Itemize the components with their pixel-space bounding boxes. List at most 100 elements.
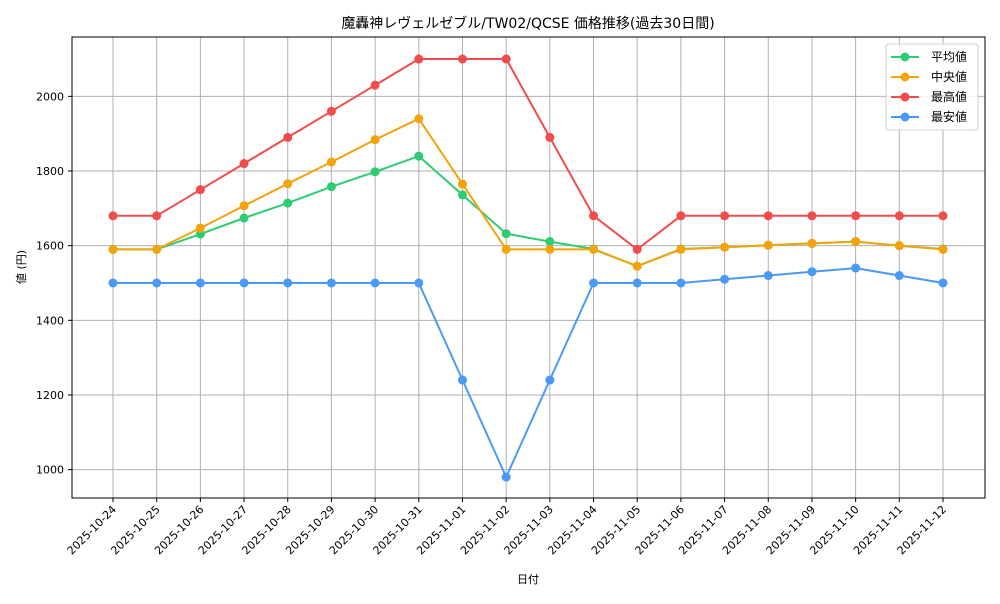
data-point: [807, 211, 817, 221]
plot-frame: [71, 36, 986, 499]
data-point: [152, 211, 162, 221]
data-point: [589, 211, 599, 221]
series-line: [113, 58, 943, 251]
legend-marker-icon: [900, 72, 910, 82]
data-point: [370, 167, 380, 177]
series-2: [108, 54, 948, 254]
data-point: [501, 244, 511, 254]
data-point: [283, 278, 293, 288]
legend-item: 最安値: [891, 109, 967, 124]
data-point: [851, 211, 861, 221]
data-point: [501, 472, 511, 482]
series-line: [113, 117, 944, 268]
data-point: [589, 244, 599, 254]
data-point: [239, 201, 249, 211]
data-point: [370, 278, 380, 288]
data-point: [152, 244, 162, 254]
data-point: [326, 157, 336, 167]
data-point: [283, 132, 293, 142]
data-point: [457, 190, 467, 200]
legend-item: 最高値: [891, 89, 967, 104]
series-layer: [108, 54, 948, 482]
data-point: [457, 179, 467, 189]
y-tick-label: 1800: [36, 165, 64, 178]
data-point: [414, 54, 424, 64]
data-point: [457, 375, 467, 385]
data-point: [152, 278, 162, 288]
y-axis-label: 値 (円): [15, 250, 28, 284]
x-axis: 2025-10-242025-10-252025-10-262025-10-27…: [65, 498, 949, 557]
data-point: [414, 151, 424, 161]
data-point: [239, 159, 249, 169]
data-point: [457, 54, 467, 64]
data-point: [326, 278, 336, 288]
data-point: [589, 278, 599, 288]
legend-label: 中央値: [931, 69, 967, 84]
data-point: [807, 267, 817, 277]
data-point: [283, 198, 293, 208]
data-point: [195, 185, 205, 195]
data-point: [370, 80, 380, 90]
data-point: [108, 278, 118, 288]
x-axis-label: 日付: [517, 573, 539, 586]
data-point: [108, 244, 118, 254]
legend-marker-icon: [900, 112, 910, 122]
y-axis: 1000 1200 1400 1600 1800 2000: [36, 90, 72, 477]
data-point: [851, 237, 861, 247]
data-point: [676, 244, 686, 254]
data-point: [195, 278, 205, 288]
data-point: [195, 223, 205, 233]
legend-label: 最安値: [931, 109, 967, 124]
data-point: [763, 271, 773, 281]
data-point: [720, 274, 730, 284]
data-point: [763, 240, 773, 250]
y-tick-label: 1200: [36, 389, 64, 402]
data-point: [108, 211, 118, 221]
data-point: [894, 241, 904, 251]
data-point: [894, 211, 904, 221]
legend-marker-icon: [900, 52, 910, 62]
series-3: [108, 263, 948, 482]
data-point: [414, 278, 424, 288]
data-point: [239, 278, 249, 288]
data-point: [545, 375, 555, 385]
data-point: [545, 132, 555, 142]
y-tick-label: 1000: [36, 464, 64, 477]
y-tick-label: 2000: [36, 90, 64, 103]
legend-marker-icon: [900, 92, 910, 102]
y-tick-label: 1400: [36, 314, 64, 327]
series-1: [108, 114, 948, 271]
data-point: [283, 179, 293, 189]
data-point: [763, 211, 773, 221]
data-point: [807, 238, 817, 248]
data-point: [720, 211, 730, 221]
data-point: [676, 211, 686, 221]
legend-box: [885, 43, 979, 131]
chart-title: 魔轟神レヴェルゼブル/TW02/QCSE 価格推移(過去30日間): [341, 15, 714, 32]
legend-item: 平均値: [891, 49, 967, 64]
data-point: [326, 106, 336, 116]
legend-label: 最高値: [931, 89, 967, 104]
data-point: [676, 278, 686, 288]
data-point: [501, 229, 511, 239]
data-point: [938, 244, 948, 254]
data-point: [545, 244, 555, 254]
data-point: [632, 278, 642, 288]
data-point: [894, 271, 904, 281]
data-point: [851, 263, 861, 273]
y-tick-label: 1600: [36, 240, 64, 253]
data-point: [545, 237, 555, 247]
data-point: [326, 182, 336, 192]
data-point: [720, 242, 730, 252]
data-point: [632, 244, 642, 254]
data-point: [414, 114, 424, 124]
data-point: [501, 54, 511, 64]
data-point: [938, 211, 948, 221]
legend-item: 中央値: [891, 69, 967, 84]
data-point: [938, 278, 948, 288]
legend-label: 平均値: [931, 49, 967, 64]
data-point: [632, 261, 642, 271]
